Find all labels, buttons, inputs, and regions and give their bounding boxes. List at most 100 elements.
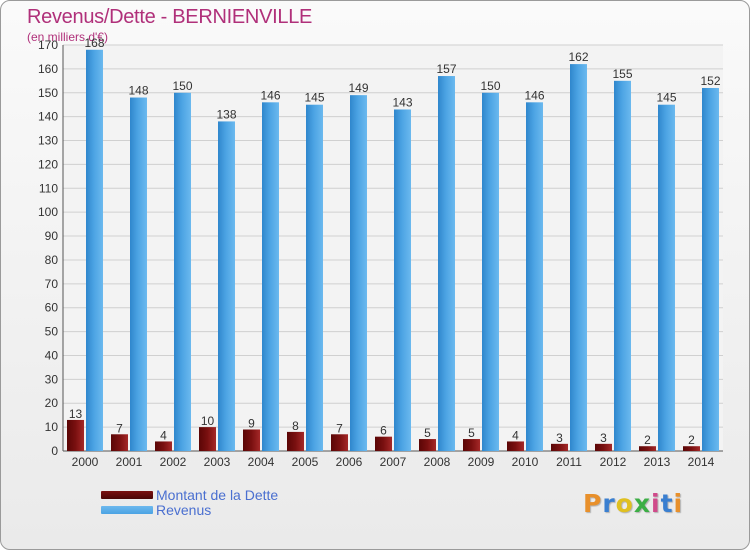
x-tick-label: 2002 [160, 455, 187, 469]
bar-debt [287, 431, 304, 451]
chart-title: Revenus/Dette - BERNIENVILLE [27, 6, 313, 28]
bar-revenue [306, 104, 323, 452]
bar-debt [111, 434, 128, 451]
bar-debt [463, 439, 480, 451]
y-tick-label: 140 [38, 110, 58, 124]
x-tick-label: 2001 [116, 455, 143, 469]
data-label-debt: 2 [644, 433, 651, 447]
bar-revenue [526, 102, 543, 451]
bar-debt [595, 443, 612, 451]
legend-label-debt: Montant de la Dette [156, 487, 279, 503]
x-tick-label: 2003 [204, 455, 231, 469]
bar-debt [199, 427, 216, 451]
y-tick-label: 150 [38, 86, 58, 100]
bar-revenue [262, 102, 279, 451]
chart-subtitle: (en milliers d'€) [27, 30, 108, 44]
proxiti-logo: Proxiti [583, 489, 683, 518]
data-label-revenue: 150 [172, 79, 192, 93]
data-label-revenue: 145 [304, 91, 324, 105]
data-label-debt: 13 [69, 407, 83, 421]
y-tick-label: 30 [45, 372, 59, 386]
y-tick-label: 170 [38, 38, 58, 52]
bar-debt [419, 439, 436, 451]
y-tick-label: 130 [38, 134, 58, 148]
data-label-debt: 8 [292, 419, 299, 433]
y-tick-label: 160 [38, 62, 58, 76]
data-label-debt: 9 [248, 417, 255, 431]
data-label-revenue: 149 [348, 81, 368, 95]
data-label-revenue: 150 [480, 79, 500, 93]
data-label-revenue: 146 [260, 88, 280, 102]
bar-debt [507, 441, 524, 451]
bar-revenue [570, 64, 587, 451]
data-label-revenue: 148 [128, 84, 148, 98]
bar-revenue [350, 95, 367, 451]
logo-letter: t [660, 489, 674, 518]
x-tick-label: 2013 [644, 455, 671, 469]
y-tick-label: 40 [45, 348, 59, 362]
x-tick-label: 2004 [248, 455, 275, 469]
logo-letter: i [651, 489, 661, 518]
data-label-debt: 4 [512, 428, 519, 442]
bar-revenue [130, 97, 147, 452]
x-tick-label: 2000 [72, 455, 99, 469]
bar-debt [243, 429, 260, 451]
y-tick-label: 70 [45, 277, 59, 291]
data-label-debt: 10 [201, 414, 215, 428]
bar-debt [551, 443, 568, 451]
y-tick-label: 110 [39, 181, 58, 195]
y-tick-label: 10 [45, 420, 59, 434]
data-label-debt: 7 [116, 421, 123, 435]
y-tick-label: 0 [51, 444, 58, 458]
bar-debt [155, 441, 172, 451]
bar-debt [331, 434, 348, 451]
bar-debt [639, 446, 656, 451]
data-label-debt: 3 [600, 431, 607, 445]
y-tick-label: 80 [45, 253, 59, 267]
legend-swatch-revenue [101, 506, 153, 514]
data-label-debt: 6 [380, 424, 387, 438]
y-tick-label: 50 [45, 325, 59, 339]
legend-label-revenue: Revenus [156, 502, 212, 518]
y-tick-label: 100 [38, 205, 58, 219]
x-tick-label: 2009 [468, 455, 495, 469]
x-tick-label: 2005 [292, 455, 319, 469]
bar-revenue [174, 92, 191, 451]
x-tick-label: 2014 [688, 455, 715, 469]
bar-debt [67, 419, 84, 451]
bar-revenue [86, 49, 103, 452]
data-label-revenue: 168 [84, 36, 104, 50]
logo-letter: r [602, 489, 616, 518]
x-tick-label: 2006 [336, 455, 363, 469]
bar-debt [375, 436, 392, 451]
data-label-revenue: 143 [392, 95, 412, 109]
data-label-debt: 4 [160, 428, 167, 442]
logo-letter: x [633, 489, 651, 518]
bar-revenue [218, 121, 235, 452]
data-label-revenue: 146 [524, 88, 544, 102]
bar-revenue [394, 109, 411, 451]
x-tick-label: 2008 [424, 455, 451, 469]
data-label-revenue: 145 [656, 91, 676, 105]
bar-revenue [658, 104, 675, 452]
data-label-revenue: 138 [216, 107, 236, 121]
logo-letter: P [583, 489, 603, 518]
y-tick-label: 90 [45, 229, 59, 243]
data-label-revenue: 152 [700, 74, 720, 88]
plot-area [63, 45, 723, 451]
x-tick-label: 2011 [556, 455, 582, 469]
y-tick-label: 60 [45, 301, 59, 315]
legend-swatch-debt [101, 491, 153, 499]
data-label-debt: 5 [424, 426, 431, 440]
x-tick-label: 2012 [600, 455, 627, 469]
logo-letter: i [673, 489, 684, 518]
y-tick-label: 120 [38, 157, 58, 171]
data-label-revenue: 155 [612, 67, 632, 81]
y-tick-label: 20 [45, 396, 59, 410]
bar-revenue [614, 80, 631, 451]
bar-revenue [438, 76, 455, 451]
data-label-revenue: 157 [436, 62, 456, 76]
x-tick-label: 2010 [512, 455, 539, 469]
